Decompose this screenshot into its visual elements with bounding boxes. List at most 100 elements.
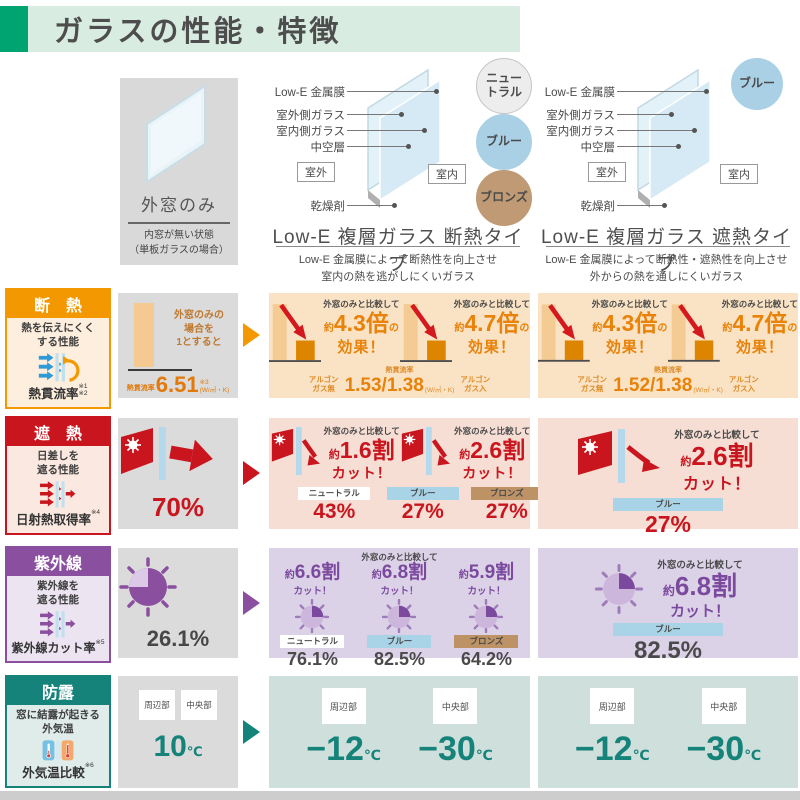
title-accent-square — [0, 6, 28, 52]
swatch-blue: ブルー — [476, 114, 532, 170]
insulation-column-subtitle: Low-E 金属膜によって断熱性を向上させ 室内の熱を逃がしにくいガラス — [298, 254, 498, 283]
bar-comparison-icon — [538, 304, 590, 362]
heat-flow-icon — [38, 353, 80, 383]
flow-arrow-uv — [243, 591, 260, 615]
sun-pane-cut-icon — [401, 426, 451, 476]
dew-item: 周辺部 −12℃ — [575, 688, 650, 766]
position-chip: 周辺部 — [590, 688, 635, 724]
gain-group: 外窓のみと比較して 約4.7倍の 効果！ — [399, 293, 530, 370]
gain-group: 外窓のみと比較して 約4.3倍の 効果！ — [269, 293, 400, 370]
flow-arrow-shield — [243, 461, 260, 485]
divider — [128, 222, 230, 224]
sun-pie-icon — [295, 599, 330, 633]
dew-row-desc: 窓に結露が起きる 外気温 — [16, 709, 100, 735]
color-chip: ブルー — [613, 623, 723, 637]
base-bar — [134, 303, 154, 367]
bar-comparison-icon — [399, 303, 452, 362]
double-glass-diagram-shield — [637, 68, 711, 208]
dew-base-value: 10℃ — [153, 730, 203, 763]
color-chip: ブルー — [613, 498, 723, 512]
result: ブルー 27% — [613, 498, 723, 537]
color-chip: ブルー — [367, 635, 432, 649]
leader-line — [347, 203, 397, 208]
inside-box: 室内 — [720, 164, 758, 184]
shield-row-card: 遮 熱 日差しを 遮る性能 日射熱取得率※4 — [5, 416, 111, 535]
label-desiccant: 乾燥剤 — [580, 201, 616, 213]
shield-column-subtitle: Low-E 金属膜によって断熱性・遮熱性を向上させ 外からの熱を通しにくいガラス — [545, 254, 788, 283]
dew-row-card: 防露 窓に結露が起きる 外気温 外気温比較※6 — [5, 675, 111, 788]
sun-pie-icon — [595, 564, 644, 614]
insulation-shd-panel: 外窓のみと比較して 約4.3倍の 効果！ 外窓のみと比較して 約4.7倍の 効果… — [538, 293, 798, 398]
leader-line — [617, 89, 709, 94]
divider — [276, 246, 520, 247]
uv-group: 外窓のみと比較して 約6.8割 カット！ ブルー 82.5% — [538, 548, 798, 666]
bar-comparison-icon — [668, 304, 720, 362]
outer-only-header: 外窓のみ 内窓が無い状態 （単板ガラスの場合） — [120, 78, 238, 265]
result: ブルー 27% — [386, 487, 459, 524]
single-glass-illustration — [146, 84, 206, 184]
leader-line — [617, 128, 697, 133]
insulation-row-card: 断 熱 熱を伝えにくく する性能 熱貫流率※1 ※2 — [5, 288, 111, 409]
bottom-strip — [0, 791, 800, 800]
page-title: ガラスの性能・特徴 — [54, 16, 342, 48]
label-lowe-film: Low-E 金属膜 — [544, 87, 615, 99]
uv-shd-panel: 外窓のみと比較して 約6.8割 カット！ ブルー 82.5% — [538, 548, 798, 664]
position-chip: 中央部 — [701, 688, 746, 724]
shield-row-title: 遮 熱 — [7, 418, 109, 446]
label-cavity: 中空層 — [580, 142, 616, 154]
position-chip: 周辺部 — [139, 690, 175, 720]
insulation-ins-panel: 外窓のみと比較して 約4.3倍の 効果！ 外窓のみと比較して 約4.7倍の 効果… — [269, 293, 530, 398]
label-lowe-film: Low-E 金属膜 — [274, 87, 345, 99]
leader-line — [617, 144, 681, 149]
flow-arrow-dew — [243, 720, 260, 744]
uv-group: 約6.6割 カット！ ニュートラル 76.1% — [269, 563, 356, 671]
outside-box: 室外 — [588, 162, 626, 182]
uv-sun-pie-icon — [119, 557, 177, 617]
uv-metric-label: 紫外線カット率※5 — [11, 639, 105, 655]
insulation-base-panel: 外窓のみの 場合を 1とすると 熱貫流率 6.51 ※3 (W/㎡・K) — [118, 293, 238, 398]
uv-row-title: 紫外線 — [7, 548, 109, 576]
base-value: 熱貫流率 6.51 ※3 (W/㎡・K) — [126, 372, 230, 397]
insulation-column-title: Low-E 複層ガラス 断熱タイプ — [272, 227, 524, 275]
shield-column-title: Low-E 複層ガラス 遮熱タイプ — [540, 227, 793, 275]
bar-comparison-icon — [269, 303, 322, 362]
double-glass-diagram-insulation — [367, 68, 441, 208]
gain-group: 外窓のみと比較して 約4.7倍の 効果！ — [668, 293, 798, 370]
shield-ins-panel: 外窓のみと比較して 約1.6割 カット！ ニュートラル 43% — [269, 418, 543, 529]
dew-ins-panel: 周辺部 −12℃ 中央部 −30℃ — [269, 676, 530, 788]
u-value-row: アルゴン ガス無 熱貫流率 1.53/1.38 (W/㎡・K) アルゴン ガス入 — [308, 367, 491, 396]
shield-row-desc: 日差しを 遮る性能 — [37, 450, 79, 476]
color-chip: ブロンズ — [454, 635, 519, 649]
outer-only-title: 外窓のみ — [141, 196, 217, 215]
divider — [546, 246, 790, 247]
dew-metric-label: 外気温比較※6 — [22, 762, 94, 780]
label-desiccant: 乾燥剤 — [310, 201, 346, 213]
color-chip: ニュートラル — [280, 635, 345, 649]
uv-base-panel: 26.1% — [118, 548, 238, 658]
title-banner: ガラスの性能・特徴 — [28, 6, 520, 52]
cut-group: 外窓のみと比較して 約2.6割 カット！ ブルー 27% — [538, 418, 798, 537]
thermometers-icon — [42, 740, 74, 761]
leader-line — [617, 112, 674, 117]
position-chip: 中央部 — [433, 688, 478, 724]
uv-group: 約5.9割 カット！ ブロンズ 64.2% — [443, 563, 530, 671]
leader-line — [347, 89, 439, 94]
position-chip: 周辺部 — [321, 688, 366, 724]
cut-group: 外窓のみと比較して 約1.6割 カット！ ニュートラル 43% — [269, 418, 400, 524]
position-chip: 中央部 — [181, 690, 217, 720]
cut-group: 外窓のみと比較して 約2.6割 カット！ ブルー 27% ブロンズ 27% — [386, 418, 543, 524]
dew-item: 周辺部 −12℃ — [306, 688, 381, 766]
uv-group: 約6.8割 カット！ ブルー 82.5% — [356, 563, 443, 671]
dew-item: 中央部 −30℃ — [418, 688, 493, 766]
result: ブルー 82.5% — [613, 623, 723, 666]
label-cavity: 中空層 — [310, 142, 346, 154]
dew-item: 中央部 −30℃ — [686, 688, 761, 766]
sun-block-arrows-icon — [40, 481, 76, 508]
inside-box: 室内 — [428, 164, 466, 184]
sun-pie-icon — [469, 599, 504, 633]
sun-pane-cut-icon — [271, 426, 320, 476]
compare-note: 外窓のみと比較して — [361, 552, 438, 562]
shield-shd-panel: 外窓のみと比較して 約2.6割 カット！ ブルー 27% — [538, 418, 798, 537]
label-inner-glass: 室内側ガラス — [276, 126, 345, 138]
